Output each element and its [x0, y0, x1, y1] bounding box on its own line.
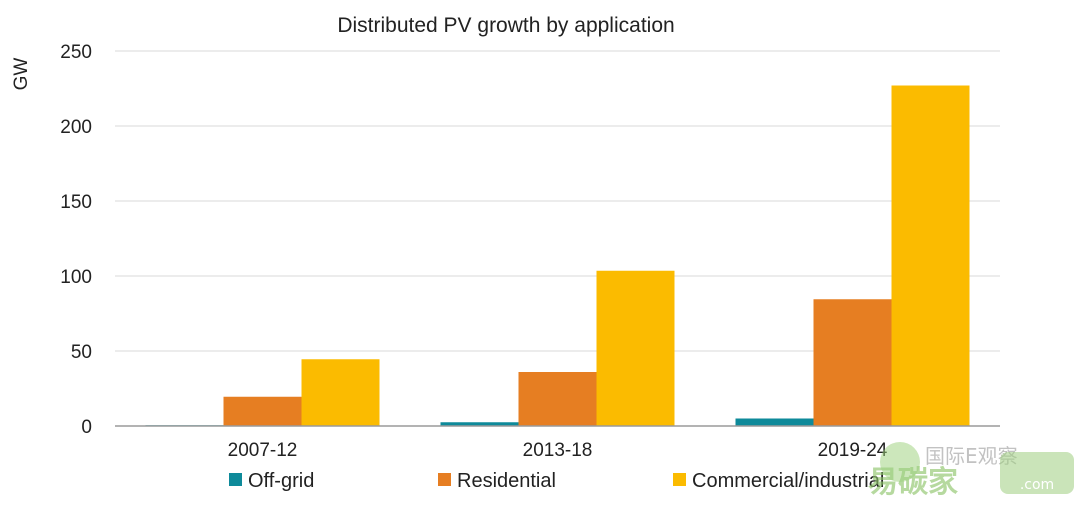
- watermark-logo: 国际E观察 易碳家 .com: [868, 442, 1074, 500]
- y-tick-labels: 0 50 100 150 200 250: [60, 42, 92, 438]
- y-tick-label: 100: [60, 267, 92, 288]
- bar-commercial-industrial: [301, 359, 380, 426]
- legend: Off-grid Residential Commercial/industrial: [229, 470, 884, 492]
- chart-title: Distributed PV growth by application: [337, 14, 674, 37]
- bar-off-grid: [735, 418, 814, 426]
- legend-label: Off-grid: [248, 470, 314, 492]
- bar-residential: [813, 299, 892, 426]
- y-tick-label: 150: [60, 192, 92, 213]
- watermark-logo-text: 易碳家: [868, 465, 958, 500]
- y-axis-label: GW: [11, 58, 32, 91]
- watermark-cn-text: 国际E观察: [925, 444, 1018, 468]
- y-tick-label: 0: [81, 417, 92, 438]
- x-tick-label: 2013-18: [523, 440, 593, 461]
- x-tick-label: 2019-24: [818, 440, 888, 461]
- watermark-url-text: .com: [1020, 477, 1054, 493]
- bar-commercial-industrial: [891, 85, 970, 426]
- x-tick-labels: 2007-12 2013-18 2019-24: [228, 440, 888, 461]
- watermark-leaf-icon: [880, 442, 920, 482]
- legend-swatch: [673, 473, 686, 486]
- bar-commercial-industrial: [596, 270, 675, 426]
- x-tick-label: 2007-12: [228, 440, 298, 461]
- bar-residential: [223, 396, 302, 426]
- legend-swatch: [229, 473, 242, 486]
- y-tick-label: 200: [60, 117, 92, 138]
- bar-off-grid: [440, 422, 519, 426]
- legend-label: Residential: [457, 470, 556, 492]
- bar-residential: [518, 372, 597, 426]
- y-tick-label: 50: [71, 342, 92, 363]
- y-tick-label: 250: [60, 42, 92, 63]
- bars: [145, 85, 970, 426]
- legend-label: Commercial/industrial: [692, 470, 884, 492]
- legend-swatch: [438, 473, 451, 486]
- watermark-badge: [1000, 452, 1074, 494]
